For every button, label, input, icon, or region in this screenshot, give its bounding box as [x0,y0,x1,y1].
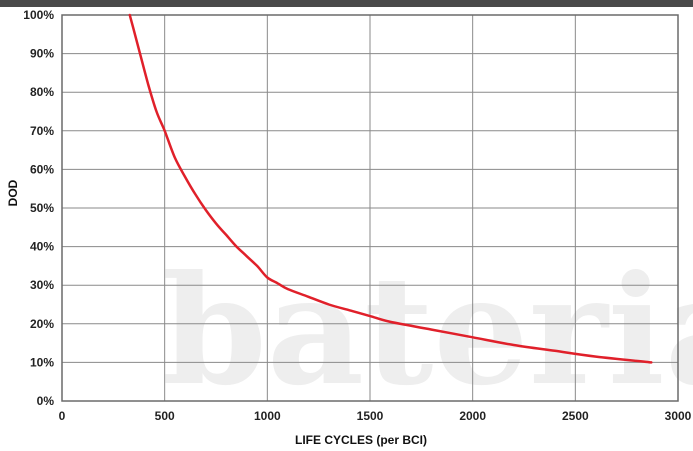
y-tick-label: 50% [30,201,54,215]
y-tick-labels: 0% 10% 20% 30% 40% 50% 60% 70% 80% 90% 100% [23,8,54,408]
x-tick-label: 2500 [562,409,589,423]
x-tick-label: 0 [59,409,66,423]
y-tick-label: 40% [30,240,54,254]
y-tick-label: 100% [23,8,54,22]
x-tick-labels: 0 500 1000 1500 2000 2500 3000 [59,409,692,423]
plot-frame [61,14,679,402]
y-tick-label: 70% [30,124,54,138]
x-axis-title: LIFE CYCLES (per BCI) [295,433,427,447]
x-tick-label: 1000 [254,409,281,423]
x-tick-label: 3000 [665,409,692,423]
y-tick-label: 10% [30,355,54,369]
top-border-bar [0,0,693,7]
x-tick-label: 1500 [357,409,384,423]
y-tick-label: 20% [30,317,54,331]
series-layer [128,13,653,364]
watermark: bateria [162,243,693,419]
series-line [128,13,653,364]
y-axis-title: DOD [6,179,20,206]
y-tick-label: 90% [30,47,54,61]
y-tick-label: 60% [30,162,54,176]
x-tick-label: 2000 [459,409,486,423]
x-tick-label: 500 [155,409,175,423]
y-tick-label: 80% [30,85,54,99]
grid [62,15,678,401]
y-tick-label: 30% [30,278,54,292]
y-tick-label: 0% [37,394,55,408]
plot-area-border [61,14,679,402]
